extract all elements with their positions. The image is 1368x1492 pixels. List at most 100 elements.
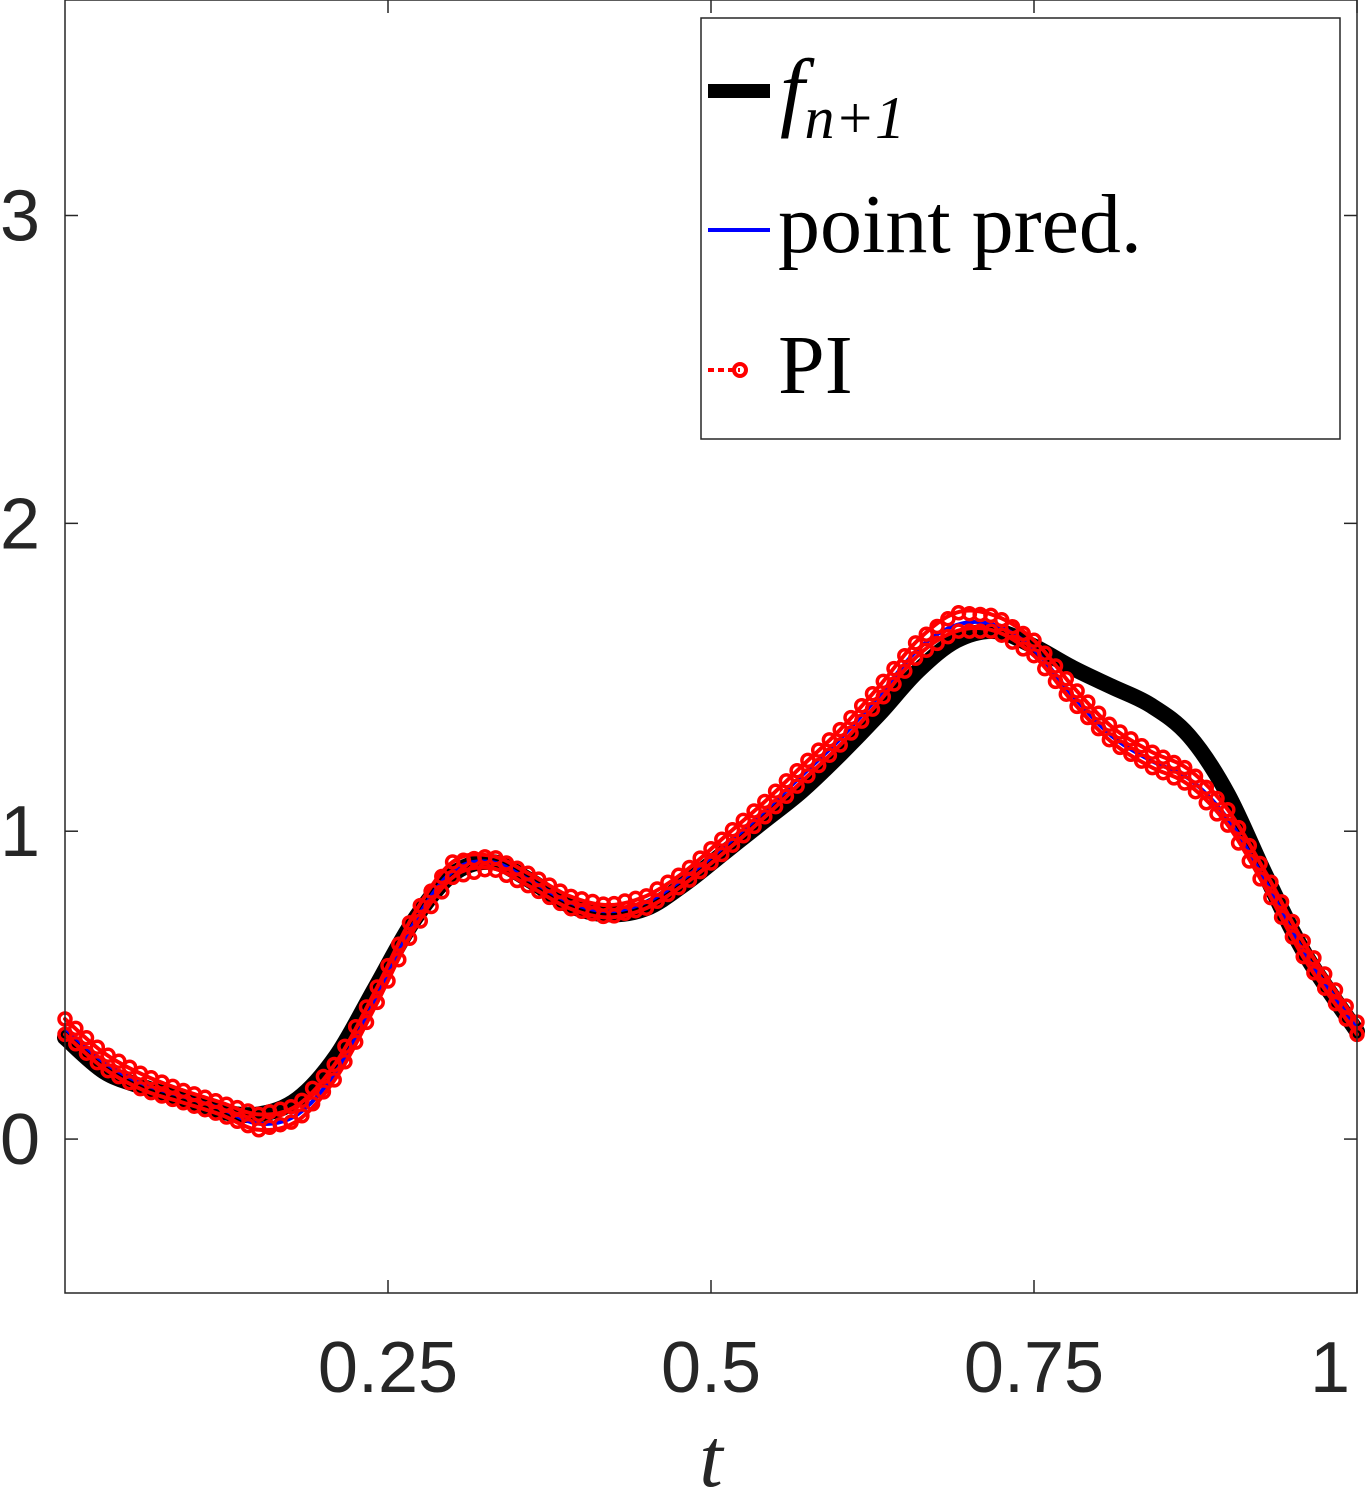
pi-marker: [810, 742, 827, 758]
pi-marker: [1123, 746, 1139, 763]
pi-marker: [778, 773, 795, 789]
pi-marker: [993, 612, 1010, 628]
pi-marker: [1069, 683, 1085, 699]
pi-marker: [1176, 775, 1193, 791]
pi-marker: [897, 647, 913, 664]
pi-marker: [294, 1092, 310, 1109]
pi-marker: [434, 868, 450, 885]
pi-marker: [1220, 801, 1236, 818]
pi-marker: [853, 697, 870, 714]
pi-marker: [1284, 913, 1301, 930]
pi-marker: [1015, 625, 1031, 642]
pi-marker: [1316, 966, 1333, 982]
pi-marker: [864, 685, 881, 702]
pi-marker: [68, 1020, 84, 1037]
pi-marker: [1198, 779, 1215, 796]
pi-marker: [1123, 731, 1139, 747]
pi-marker: [843, 709, 859, 726]
pi-marker: [1306, 950, 1322, 966]
pi-marker: [315, 1068, 332, 1085]
pi-marker: [78, 1030, 95, 1046]
pi-marker: [670, 867, 687, 884]
pi-marker: [660, 874, 676, 890]
legend-label-f: fn+1: [780, 43, 905, 151]
pi-marker: [1004, 634, 1021, 650]
pi-marker: [1133, 737, 1150, 754]
pi-marker: [304, 1080, 321, 1097]
pi-marker: [1252, 855, 1268, 872]
pi-marker: [358, 999, 375, 1015]
pi-marker: [1026, 632, 1042, 649]
x-tick-label: 0.25: [318, 1328, 458, 1408]
pi-marker: [767, 783, 784, 799]
series-layer: [57, 605, 1365, 1138]
pi-marker: [1101, 731, 1118, 748]
legend-box: [700, 17, 1341, 440]
legend: fn+1 point pred. PI: [700, 17, 1341, 440]
pi-marker: [1187, 768, 1204, 785]
pi-marker: [294, 1108, 310, 1124]
pi-marker: [1241, 837, 1258, 854]
legend-label-point-pred: point pred.: [778, 178, 1142, 271]
pi-marker: [703, 840, 719, 857]
pi-marker: [800, 752, 816, 769]
pi-marker: [821, 732, 838, 748]
pi-marker: [401, 915, 418, 931]
y-tick-label: 2: [0, 484, 40, 564]
pi-marker: [681, 859, 698, 876]
pi-marker: [283, 1114, 299, 1130]
pi-marker: [89, 1039, 106, 1055]
pi-marker: [347, 1018, 364, 1035]
pi-marker: [1047, 658, 1064, 674]
pi-marker: [929, 635, 945, 652]
pi-marker: [1037, 645, 1053, 661]
pi-marker: [391, 936, 407, 953]
y-tick-label: 1: [0, 792, 40, 872]
pi-marker: [1133, 753, 1150, 769]
pi-marker: [423, 883, 439, 899]
pi-marker: [918, 626, 935, 642]
pi-marker: [746, 803, 762, 819]
pi-marker: [929, 618, 945, 635]
pi-marker: [1080, 694, 1096, 710]
pi-marker: [832, 721, 848, 738]
pi-marker: [789, 762, 805, 779]
pi-marker: [1273, 894, 1290, 910]
pi-marker: [1295, 933, 1311, 949]
pi-marker: [337, 1038, 353, 1055]
x-tick-label: 0.5: [661, 1328, 761, 1408]
pi-marker: [918, 642, 935, 659]
pi-marker: [757, 793, 773, 810]
pi-marker: [1112, 724, 1128, 740]
pi-marker: [692, 850, 708, 866]
pi-marker: [724, 822, 741, 838]
pi-marker: [283, 1098, 299, 1115]
pi-marker: [1004, 618, 1021, 635]
pi-marker: [907, 635, 924, 651]
y-tick-label: 0: [0, 1100, 40, 1180]
legend-label-pi: PI: [778, 319, 853, 412]
pi-marker: [1338, 998, 1354, 1014]
ticks-layer: 0.25 0.5 0.75 1 0 1 2 3: [0, 0, 1358, 1408]
pi-marker: [1327, 982, 1344, 998]
pi-marker: [735, 812, 752, 829]
pi-marker: [1112, 739, 1128, 756]
pi-marker: [1230, 819, 1247, 836]
pi-marker: [1263, 874, 1279, 890]
pi-marker: [649, 881, 665, 897]
pi-marker: [638, 888, 655, 904]
pi-marker: [993, 627, 1010, 643]
pi-marker: [875, 673, 892, 690]
pi-marker: [89, 1054, 106, 1071]
pi-marker: [1058, 671, 1075, 687]
pi-marker: [1209, 790, 1225, 807]
pi-marker: [1015, 641, 1031, 657]
pi-marker: [886, 660, 902, 677]
pi-marker: [1101, 716, 1118, 733]
pi-marker: [380, 957, 396, 974]
pi-marker: [714, 831, 730, 848]
legend-swatch-pi-marker: [732, 362, 748, 378]
pi-marker: [412, 897, 429, 914]
y-tick-label: 3: [0, 177, 40, 257]
